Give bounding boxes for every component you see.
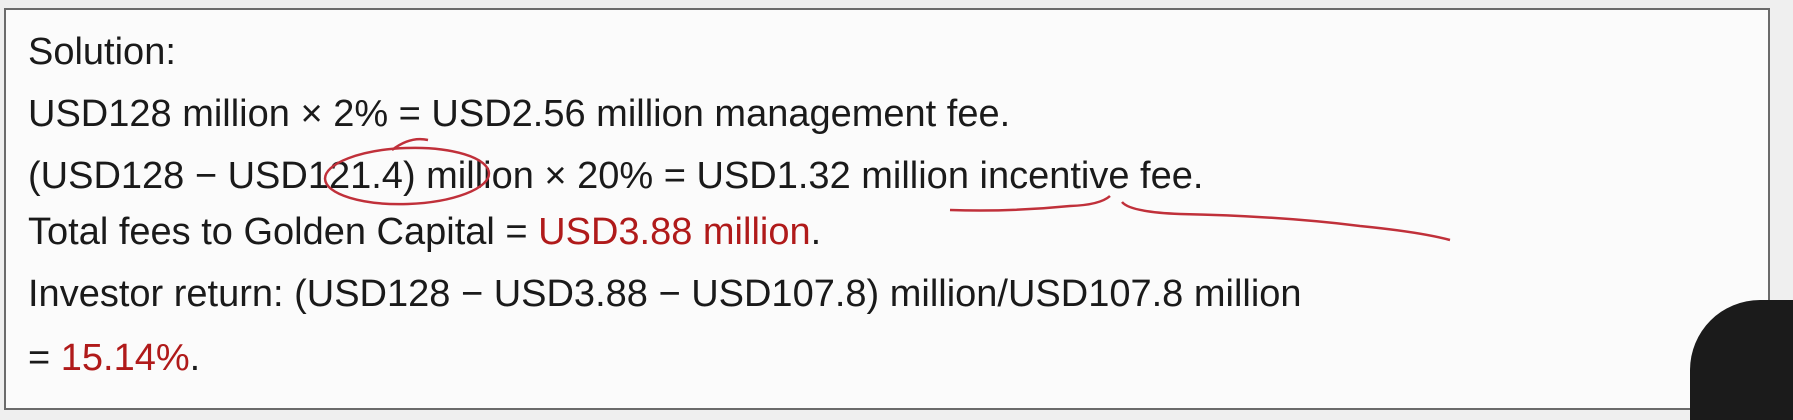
circled-value: D121.4: [280, 155, 403, 197]
investor-return-line: Investor return: (USD128 − USD3.88 − USD…: [28, 273, 1302, 315]
total-fees-label: Total fees to Golden Capital =: [28, 211, 539, 253]
investor-return-value: 15.14%: [60, 337, 190, 379]
total-fees-line: Total fees to Golden Capital = USD3.88 m…: [28, 210, 821, 254]
management-fee-line: USD128 million × 2% = USD2.56 million ma…: [28, 93, 1011, 135]
solution-box: Solution: USD128 million × 2% = USD2.56 …: [4, 8, 1770, 410]
result-equals: =: [28, 337, 61, 379]
total-fees-period: .: [810, 211, 822, 253]
result-line: = 15.14%.: [28, 336, 200, 380]
incentive-fee-line-start: (USD128 − US: [28, 155, 281, 197]
solution-heading: Solution:: [28, 31, 176, 73]
result-period: .: [189, 337, 201, 379]
incentive-fee-line-end: ) million × 20% = USD1.32 million incent…: [402, 155, 1204, 197]
incentive-fee-line: (USD128 − USD121.4) million × 20% = USD1…: [28, 154, 1203, 198]
total-fees-value: USD3.88 million: [538, 211, 811, 253]
